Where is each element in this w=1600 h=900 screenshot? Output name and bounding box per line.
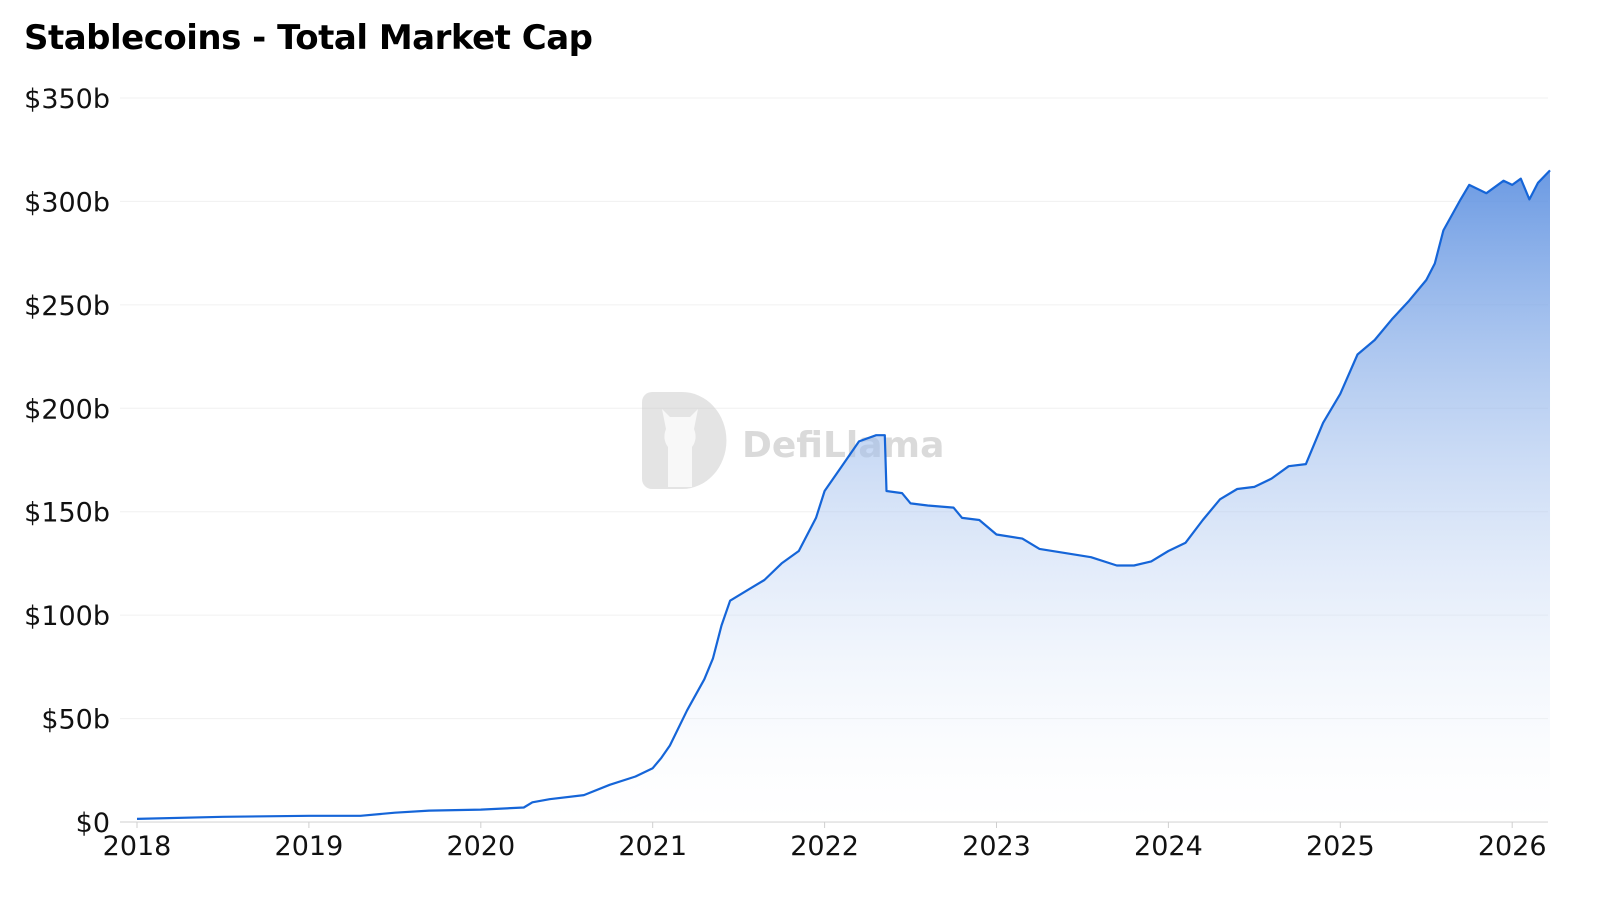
- x-axis: 2018 2019 2020 2021 2022 2023 2024 2025 2026: [103, 822, 1547, 862]
- x-tick-label: 2026: [1478, 831, 1547, 862]
- chart-title: Stablecoins - Total Market Cap: [24, 18, 593, 58]
- y-tick-label: $300b: [24, 187, 110, 218]
- area-fill: [137, 170, 1551, 822]
- x-tick-label: 2019: [275, 831, 344, 862]
- series-line: [136, 169, 1551, 820]
- llama-head-icon: [662, 409, 698, 487]
- x-tick-label: 2023: [962, 831, 1031, 862]
- y-axis: $0 $50b $100b $150b $200b $250b $300b $350b: [24, 84, 110, 839]
- data-points: [136, 170, 1551, 819]
- x-tick-label: 2024: [1134, 831, 1203, 862]
- y-tick-label: $0: [76, 808, 110, 839]
- x-tick-label: 2022: [790, 831, 859, 862]
- x-tick-label: 2020: [446, 831, 515, 862]
- y-tick-label: $100b: [24, 601, 110, 632]
- watermark-text: DefiLlama: [742, 425, 944, 466]
- y-tick-label: $200b: [24, 394, 110, 425]
- y-tick-label: $150b: [24, 498, 110, 529]
- y-tick-label: $50b: [41, 705, 110, 736]
- y-tick-label: $250b: [24, 291, 110, 322]
- x-tick-label: 2025: [1306, 831, 1375, 862]
- y-tick-label: $350b: [24, 84, 110, 115]
- x-tick-label: 2018: [103, 831, 172, 862]
- x-tick-label: 2021: [618, 831, 687, 862]
- defillama-watermark: DefiLlama: [642, 392, 944, 489]
